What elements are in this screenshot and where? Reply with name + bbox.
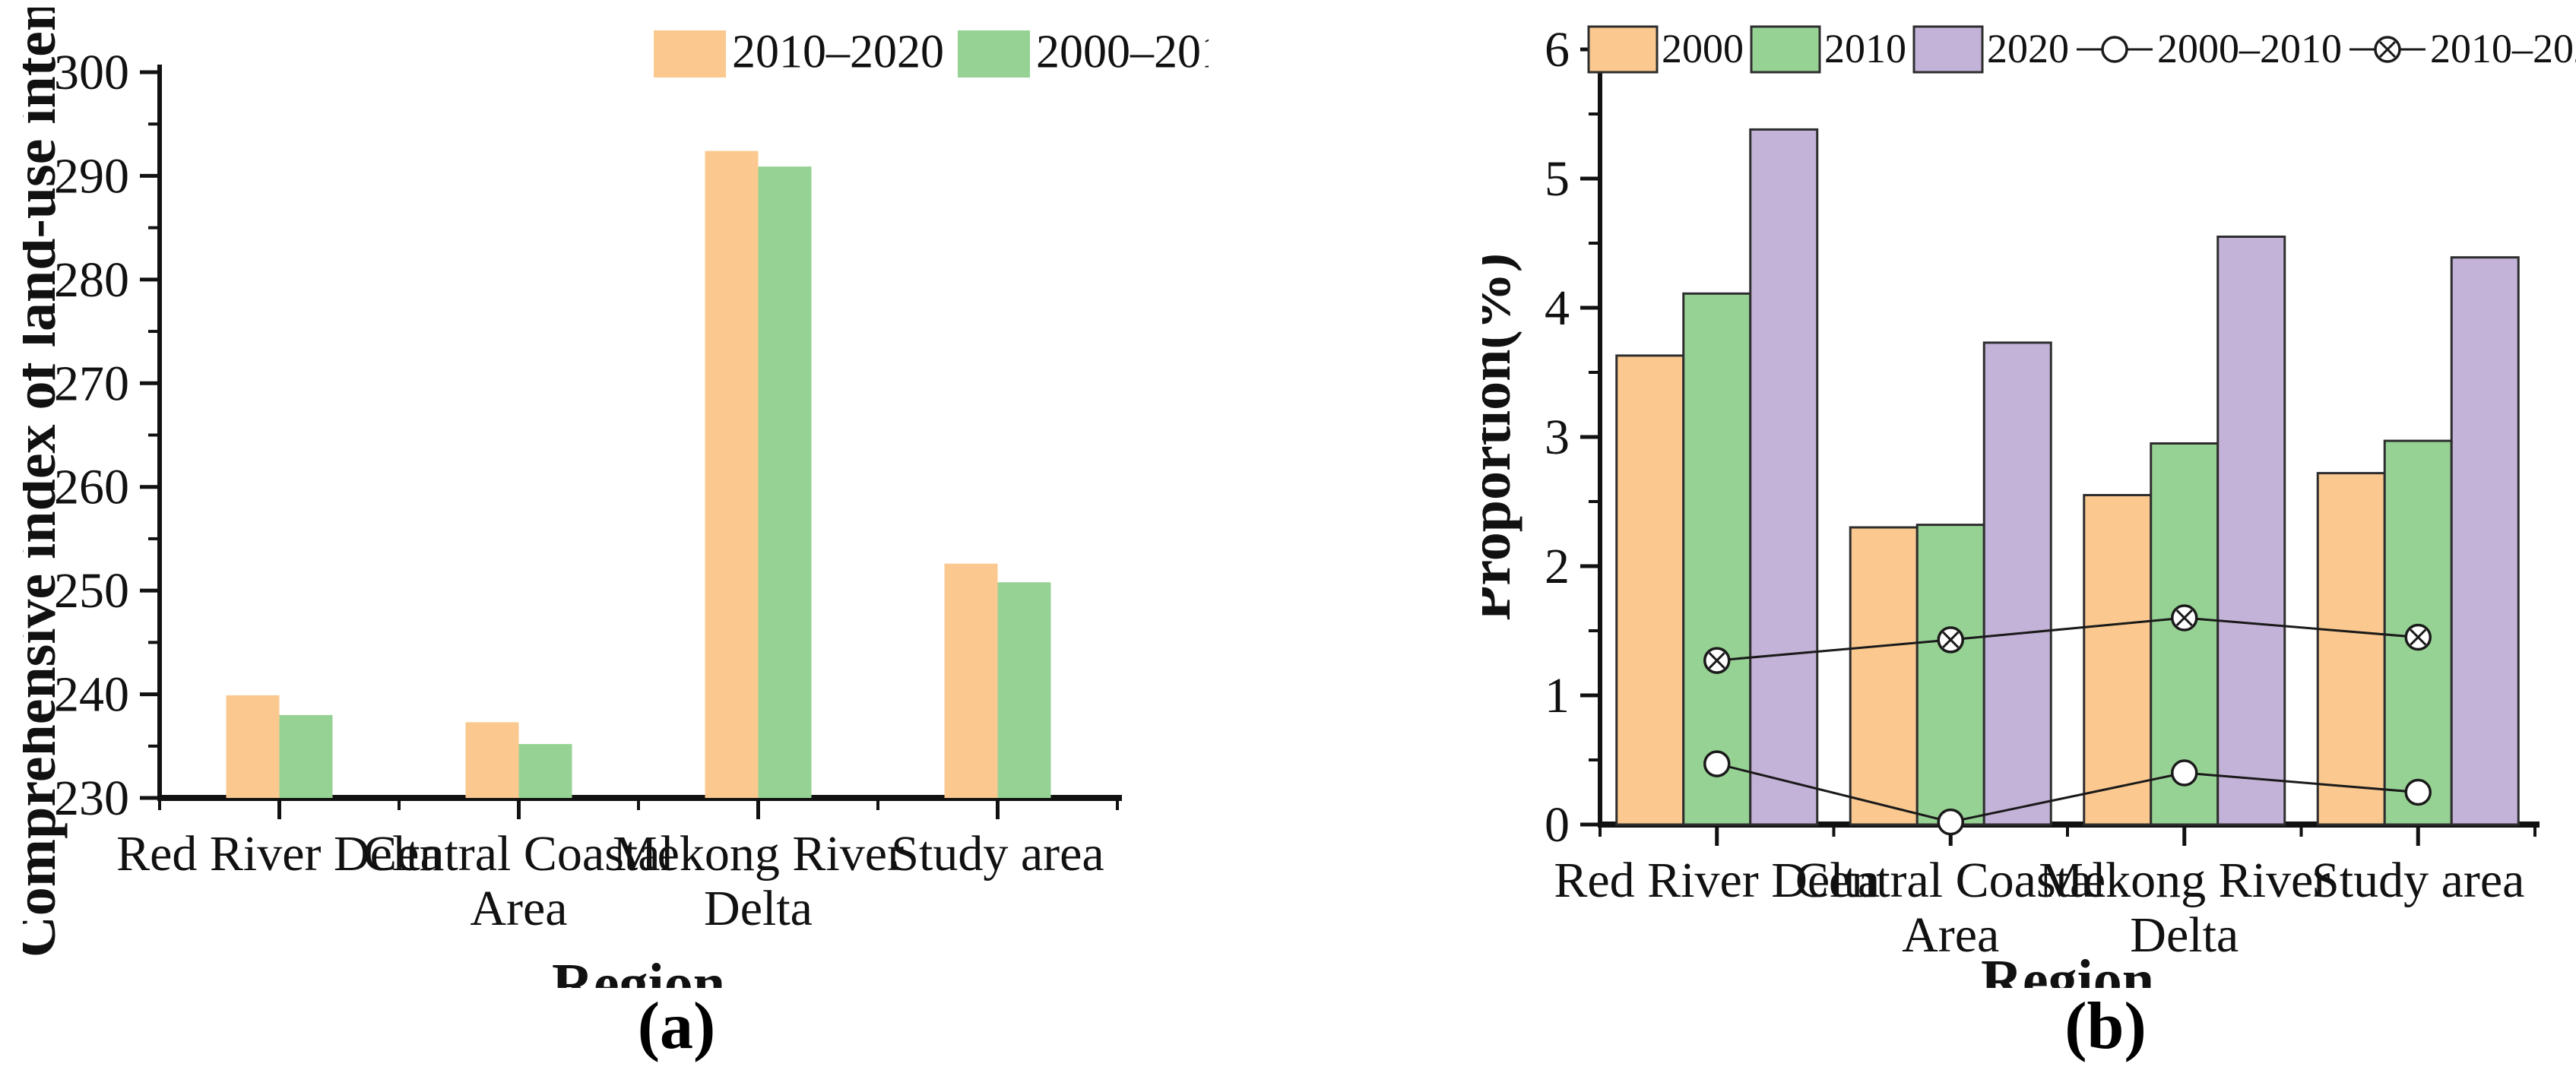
bar-series-2010–2020	[226, 150, 998, 798]
bar	[1849, 526, 1919, 826]
legend-label: 2000–2010	[2157, 26, 2342, 71]
legend-label: 2010–2020	[2430, 26, 2576, 71]
caption-a: (a)	[637, 989, 716, 1063]
bar	[1749, 128, 1819, 826]
bar-series-2010	[1682, 292, 2453, 826]
legend-swatch	[1587, 25, 1659, 74]
line-series-2010–2020	[1703, 604, 2432, 674]
legend-swatch	[1750, 25, 1821, 74]
legend-swatch	[1912, 25, 1984, 74]
legend-circle-marker	[2101, 36, 2128, 63]
y-axis-title: Comprehensive index of land-use intensit…	[23, 8, 68, 958]
circle-marker	[1703, 750, 1731, 777]
legend-label: 2000–2010	[1036, 26, 1209, 78]
bar	[2083, 494, 2153, 826]
x-category-label: Central Coastal Area	[363, 826, 674, 936]
y-tick-label: 4	[1545, 280, 1570, 336]
caption-b: (b)	[2064, 989, 2147, 1063]
x-axis-title: Region	[552, 952, 725, 988]
x-category-label: Study area	[2311, 853, 2524, 908]
bar	[2316, 472, 2386, 826]
y-tick-label: 280	[54, 252, 129, 308]
bar	[705, 150, 759, 798]
y-tick-label: 3	[1545, 410, 1570, 465]
circle-marker	[2171, 759, 2198, 787]
y-tick-label: 5	[1545, 151, 1570, 207]
bar	[944, 563, 998, 798]
legend-circle-x-marker	[2374, 36, 2401, 63]
y-tick-label: 240	[54, 667, 129, 723]
bar	[997, 582, 1051, 798]
legend-label: 2010–2020	[732, 26, 944, 78]
bar	[2216, 236, 2286, 826]
legend: 2010–2020 2000–2010	[654, 26, 1209, 78]
axes: 230 240 250 260 270 280 290 300 Red River DeltaC…	[54, 45, 1122, 936]
legend-label: 2000	[1662, 26, 1744, 71]
x-axis-title: Region	[1981, 948, 2154, 988]
legend-swatch	[654, 30, 726, 78]
line-series-2000–2010	[1703, 750, 2432, 836]
y-tick-label: 2	[1545, 539, 1570, 594]
bar	[2450, 256, 2520, 826]
y-tick-label: 270	[54, 356, 129, 411]
y-tick-label: 1	[1545, 668, 1570, 723]
x-category-label: Central Coastal Area	[1795, 853, 2106, 963]
circle-marker	[1937, 808, 1964, 836]
legend-label: 2020	[1987, 26, 2069, 71]
bar-series-2020	[1749, 128, 2520, 826]
bar	[1915, 524, 1985, 826]
x-category-label: Red River Delta	[116, 826, 442, 882]
circle-x-marker	[2171, 604, 2198, 632]
trend-line	[1716, 762, 2419, 824]
bar	[1615, 354, 1685, 826]
legend: 2000 2010 2020 2000–2010 2010–2020	[1587, 25, 2576, 74]
bar	[518, 744, 572, 798]
y-tick-label: 6	[1545, 22, 1570, 78]
legend-label: 2010	[1824, 26, 1906, 71]
bar	[1682, 292, 1752, 826]
x-category-label: Study area	[891, 826, 1104, 882]
legend-swatch	[958, 30, 1030, 78]
bar	[226, 695, 280, 798]
y-tick-label: 250	[54, 563, 129, 619]
y-tick-label: 230	[54, 771, 129, 826]
trend-line	[1716, 616, 2419, 662]
x-category-label: Mekong River Delta	[2039, 853, 2330, 963]
circle-marker	[2404, 778, 2432, 806]
y-axis-title: Proportion(%)	[1482, 253, 1522, 621]
bar	[279, 714, 333, 798]
bar-series-2000–2010	[279, 166, 1051, 798]
y-tick-label: 0	[1545, 797, 1570, 853]
y-tick-label: 260	[54, 460, 129, 515]
circle-x-marker	[1703, 647, 1731, 674]
bar	[1982, 341, 2052, 826]
y-tick-label: 300	[54, 45, 129, 100]
circle-x-marker	[2404, 623, 2432, 651]
x-category-label: Mekong River Delta	[613, 826, 904, 936]
bar	[465, 722, 519, 798]
y-tick-label: 290	[54, 148, 129, 204]
bar	[758, 166, 812, 798]
x-category-label: Red River Delta	[1554, 853, 1880, 908]
circle-x-marker	[1937, 626, 1964, 654]
